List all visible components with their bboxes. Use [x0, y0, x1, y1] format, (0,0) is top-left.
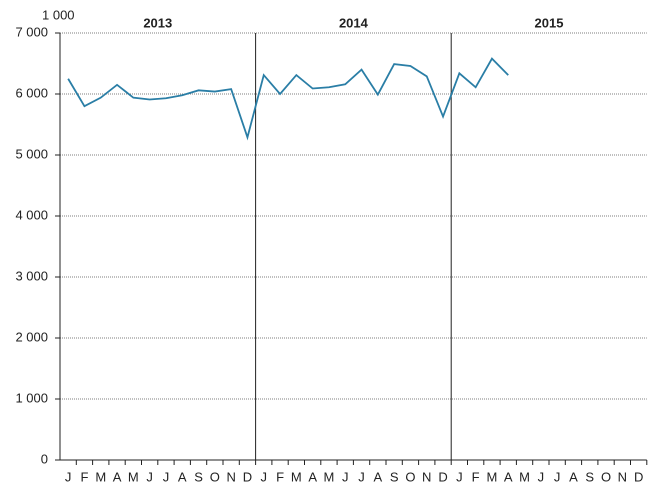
- y-tick-label: 3 000: [15, 268, 48, 283]
- x-tick-label: J: [342, 469, 349, 484]
- y-tick-label: 5 000: [15, 146, 48, 161]
- x-tick-label: N: [226, 469, 235, 484]
- x-tick-label: O: [210, 469, 220, 484]
- x-tick-label: J: [538, 469, 545, 484]
- x-tick-label: M: [324, 469, 335, 484]
- x-tick-label: J: [146, 469, 153, 484]
- y-tick-label: 2 000: [15, 329, 48, 344]
- y-tick-label: 4 000: [15, 207, 48, 222]
- x-tick-label: A: [113, 469, 122, 484]
- x-tick-label: J: [261, 469, 268, 484]
- x-tick-label: N: [618, 469, 627, 484]
- x-tick-label: M: [128, 469, 139, 484]
- x-tick-label: A: [308, 469, 317, 484]
- year-label: 2015: [535, 15, 564, 30]
- x-tick-label: O: [405, 469, 415, 484]
- x-tick-label: A: [504, 469, 513, 484]
- x-tick-label: M: [519, 469, 530, 484]
- x-tick-label: M: [291, 469, 302, 484]
- x-tick-label: J: [358, 469, 365, 484]
- x-tick-label: M: [95, 469, 106, 484]
- x-tick-label: F: [276, 469, 284, 484]
- unit-label: 1 000: [42, 7, 75, 22]
- x-tick-label: J: [554, 469, 561, 484]
- x-tick-label: J: [65, 469, 72, 484]
- y-tick-label: 0: [41, 451, 48, 466]
- x-tick-label: N: [422, 469, 431, 484]
- y-tick-label: 1 000: [15, 390, 48, 405]
- x-tick-label: D: [634, 469, 643, 484]
- x-tick-label: D: [243, 469, 252, 484]
- x-tick-label: J: [163, 469, 170, 484]
- x-tick-label: O: [601, 469, 611, 484]
- x-tick-label: S: [194, 469, 203, 484]
- x-tick-label: M: [487, 469, 498, 484]
- x-tick-label: A: [178, 469, 187, 484]
- x-tick-label: D: [438, 469, 447, 484]
- year-label: 2014: [339, 15, 369, 30]
- x-tick-label: S: [390, 469, 399, 484]
- y-tick-label: 7 000: [15, 24, 48, 39]
- x-tick-label: A: [569, 469, 578, 484]
- x-tick-label: A: [374, 469, 383, 484]
- year-label: 2013: [143, 15, 172, 30]
- x-tick-label: S: [585, 469, 594, 484]
- data-line: [67, 57, 509, 141]
- x-tick-label: F: [80, 469, 88, 484]
- x-tick-label: F: [472, 469, 480, 484]
- y-tick-label: 6 000: [15, 85, 48, 100]
- x-tick-label: J: [456, 469, 463, 484]
